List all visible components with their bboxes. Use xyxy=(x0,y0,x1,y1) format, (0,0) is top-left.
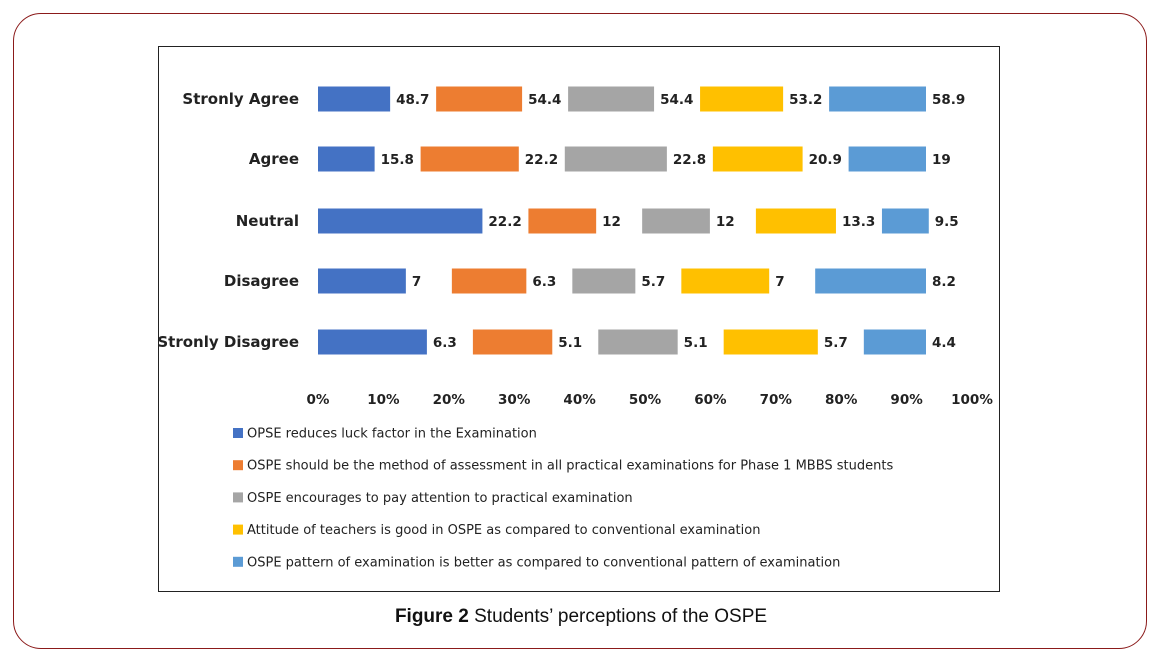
bar-segment xyxy=(848,146,926,172)
x-tick-label: 90% xyxy=(890,392,923,408)
data-label: 5.7 xyxy=(824,335,848,351)
x-tick-label: 50% xyxy=(629,392,662,408)
bar-segment xyxy=(472,329,553,355)
x-tick-label: 70% xyxy=(760,392,793,408)
category-label: Agree xyxy=(249,150,299,168)
legend-label: OSPE encourages to pay attention to prac… xyxy=(247,491,633,506)
legend-swatch xyxy=(233,556,243,567)
data-label: 19 xyxy=(932,152,951,168)
legend-label: OSPE pattern of examination is better as… xyxy=(247,555,840,570)
data-label: 54.4 xyxy=(660,92,693,108)
figure-caption: Figure 2 Students’ perceptions of the OS… xyxy=(0,606,1162,628)
data-label: 48.7 xyxy=(396,92,429,108)
bar-segment xyxy=(568,86,655,112)
bar-segment xyxy=(681,268,770,294)
legend-swatch xyxy=(233,460,243,471)
figure-frame xyxy=(13,13,1147,649)
bar-segment xyxy=(881,208,929,234)
bar-segment xyxy=(564,146,667,172)
bar-segment xyxy=(451,268,527,294)
legend-label: OSPE should be the method of assessment … xyxy=(247,459,893,474)
bar-segment xyxy=(863,329,926,355)
bar-segment xyxy=(712,146,803,172)
bar-segment xyxy=(318,268,406,294)
data-label: 53.2 xyxy=(789,92,822,108)
data-label: 12 xyxy=(716,214,735,230)
caption-text: Students’ perceptions of the OSPE xyxy=(474,606,768,627)
bar-segment xyxy=(572,268,636,294)
chart-container: 48.7 54.4 54.4 53.2 58.9 15.8 22.2 22.8 20.9 19 22… xyxy=(158,46,1000,592)
data-label: 20.9 xyxy=(809,152,842,168)
data-label: 15.8 xyxy=(381,152,414,168)
x-tick-label: 100% xyxy=(951,392,993,408)
bar-segment xyxy=(528,208,597,234)
data-label: 9.5 xyxy=(935,214,959,230)
caption-label: Figure 2 xyxy=(394,606,469,627)
x-tick-label: 80% xyxy=(825,392,858,408)
category-label: Disagree xyxy=(224,272,299,290)
legend-swatch xyxy=(233,524,243,535)
legend-label: Attitude of teachers is good in OSPE as … xyxy=(247,523,760,538)
bar-segment xyxy=(318,146,375,172)
bar-segment xyxy=(598,329,678,355)
data-label: 5.7 xyxy=(641,274,665,290)
bar-segment xyxy=(700,86,784,112)
bar-segment xyxy=(815,268,926,294)
x-tick-label: 60% xyxy=(694,392,727,408)
data-label: 4.4 xyxy=(932,335,956,351)
data-label: 6.3 xyxy=(532,274,556,290)
bar-segment xyxy=(318,329,427,355)
bar-segment xyxy=(829,86,926,112)
data-label: 12 xyxy=(602,214,621,230)
bar-segment xyxy=(755,208,836,234)
bar-segment xyxy=(723,329,818,355)
data-label: 5.1 xyxy=(684,335,708,351)
bar-segment xyxy=(420,146,519,172)
x-tick-label: 20% xyxy=(433,392,466,408)
stacked-bar-chart: 48.7 54.4 54.4 53.2 58.9 15.8 22.2 22.8 20.9 19 22… xyxy=(159,86,994,570)
x-tick-label: 10% xyxy=(367,392,400,408)
bar-segment xyxy=(642,208,710,234)
data-label: 6.3 xyxy=(433,335,457,351)
x-tick-label: 40% xyxy=(563,392,596,408)
x-tick-label: 0% xyxy=(307,392,330,408)
legend-label: OPSE reduces luck factor in the Examinat… xyxy=(247,427,537,442)
data-label: 22.2 xyxy=(525,152,558,168)
data-label: 5.1 xyxy=(558,335,582,351)
data-label: 7 xyxy=(412,274,421,290)
bar-segment xyxy=(436,86,523,112)
legend-swatch xyxy=(233,492,243,503)
data-label: 8.2 xyxy=(932,274,956,290)
value-axis: 0% 10% 20% 30% 40% 50% 60% 70% 80% 90% 100% xyxy=(307,392,994,408)
legend: OPSE reduces luck factor in the Examinat… xyxy=(233,427,893,570)
data-label: 22.8 xyxy=(673,152,706,168)
category-label: Stronly Disagree xyxy=(159,333,299,351)
bar-segment xyxy=(318,86,391,112)
data-label: 22.2 xyxy=(488,214,521,230)
data-label: 7 xyxy=(775,274,784,290)
data-label: 58.9 xyxy=(932,92,965,108)
category-axis: Stronly Agree Agree Neutral Disagree Stronly… xyxy=(159,90,299,351)
category-label: Neutral xyxy=(236,212,299,230)
x-tick-label: 30% xyxy=(498,392,531,408)
legend-swatch xyxy=(233,428,243,438)
data-label: 13.3 xyxy=(842,214,875,230)
bars-layer: 48.7 54.4 54.4 53.2 58.9 15.8 22.2 22.8 20.9 19 22… xyxy=(318,86,965,355)
category-label: Stronly Agree xyxy=(182,90,299,108)
data-label: 54.4 xyxy=(528,92,561,108)
bar-segment xyxy=(318,208,483,234)
